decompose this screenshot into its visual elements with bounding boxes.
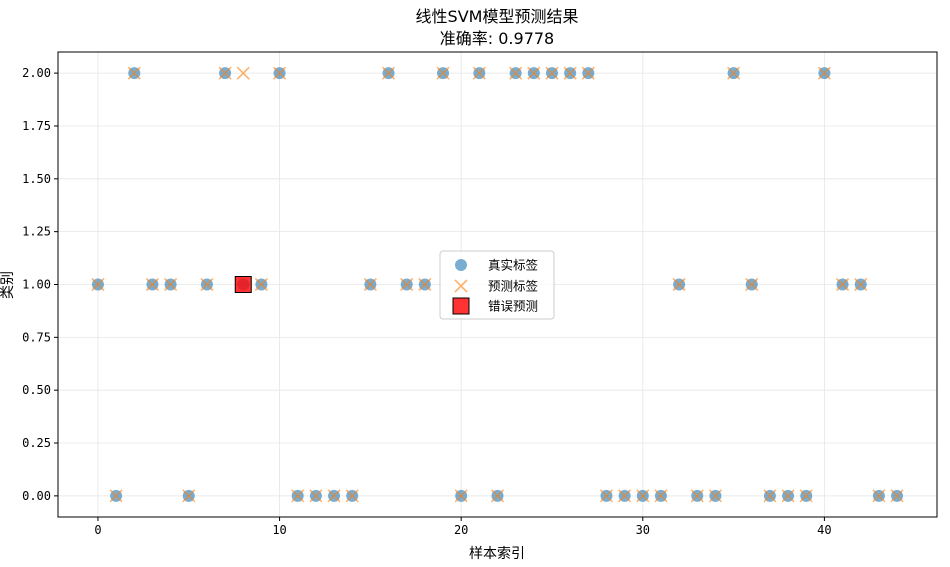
- predicted-label-point: [200, 277, 214, 292]
- predicted-label-point: [109, 489, 123, 503]
- predicted-label-point: [472, 66, 486, 80]
- predicted-label-point: [418, 277, 432, 292]
- predicted-label-point: [454, 489, 468, 503]
- predicted-label-point: [835, 277, 850, 292]
- predicted-label-point: [563, 66, 577, 80]
- x-tick-label: 0: [94, 523, 101, 537]
- predicted-label-point: [436, 66, 450, 80]
- predicted-label-point: [618, 489, 632, 503]
- predicted-label-point: [363, 277, 377, 292]
- predicted-label-point: [91, 277, 105, 292]
- predicted-label-point: [763, 489, 777, 503]
- plot-points: [91, 66, 904, 503]
- predicted-label-point: [817, 66, 831, 80]
- predicted-label-point: [727, 66, 741, 80]
- legend-marker-true: [455, 259, 467, 271]
- predicted-label-point: [890, 489, 904, 503]
- legend-marker-predicted: [454, 279, 468, 293]
- predicted-label-point: [509, 66, 523, 80]
- predicted-label-point: [672, 277, 686, 292]
- y-tick-label: 1.75: [22, 119, 51, 133]
- y-tick-label: 0.00: [22, 489, 51, 503]
- predicted-label-point: [291, 489, 305, 503]
- misprediction-marker: [234, 276, 252, 293]
- predicted-label-point: [236, 66, 250, 80]
- predicted-label-point: [581, 66, 595, 80]
- predicted-label-point: [654, 489, 668, 503]
- y-tick-label: 2.00: [22, 66, 51, 80]
- predicted-label-point: [854, 277, 868, 292]
- predicted-label-point: [309, 489, 323, 503]
- predicted-label-point: [273, 66, 287, 80]
- x-tick-label: 20: [454, 523, 468, 537]
- predicted-label-point: [799, 489, 813, 503]
- predicted-label-point: [400, 277, 414, 292]
- y-tick-label: 1.50: [22, 172, 51, 186]
- chart-title: 线性SVM模型预测结果: [416, 7, 579, 26]
- predicted-label-point: [599, 489, 614, 503]
- predicted-label-point: [327, 489, 341, 503]
- predicted-label-point: [345, 489, 359, 503]
- predicted-label-point: [545, 66, 559, 80]
- predicted-label-point: [527, 66, 541, 80]
- x-axis-label: 样本索引: [469, 545, 525, 562]
- y-tick-label: 1.25: [22, 225, 51, 239]
- predicted-label-point: [381, 66, 396, 80]
- predicted-label-point: [490, 489, 505, 503]
- y-tick-label: 1.00: [22, 278, 51, 292]
- x-tick-label: 40: [817, 523, 831, 537]
- predicted-label-point: [127, 66, 141, 80]
- predicted-label-point: [218, 66, 232, 80]
- y-tick-label: 0.25: [22, 436, 51, 450]
- y-tick-label: 0.50: [22, 383, 51, 397]
- legend-label: 错误预测: [488, 299, 538, 314]
- predicted-label-point: [781, 489, 795, 503]
- predicted-label-point: [708, 489, 722, 503]
- chart-subtitle: 准确率: 0.9778: [440, 29, 554, 48]
- y-axis-label: 类别: [0, 271, 16, 299]
- x-tick-label: 30: [636, 523, 650, 537]
- legend-label: 真实标签: [488, 258, 539, 273]
- y-tick-label: 0.75: [22, 330, 51, 344]
- predicted-label-point: [182, 489, 196, 503]
- predicted-label-point: [690, 489, 704, 503]
- predicted-label-point: [745, 277, 759, 292]
- legend-label: 预测标签: [488, 279, 539, 294]
- axis-ticks: 0 10 20 30 40 0.00 0.25 0.50 0.75 1.00 1.25 1.50 1.7…: [22, 66, 832, 537]
- predicted-label-point: [872, 489, 886, 503]
- predicted-label-point: [145, 277, 160, 292]
- predicted-label-point: [164, 277, 178, 292]
- legend-marker-error: [452, 297, 470, 315]
- predicted-label-point: [254, 277, 268, 292]
- predicted-label-point: [636, 489, 650, 503]
- x-tick-label: 10: [272, 523, 286, 537]
